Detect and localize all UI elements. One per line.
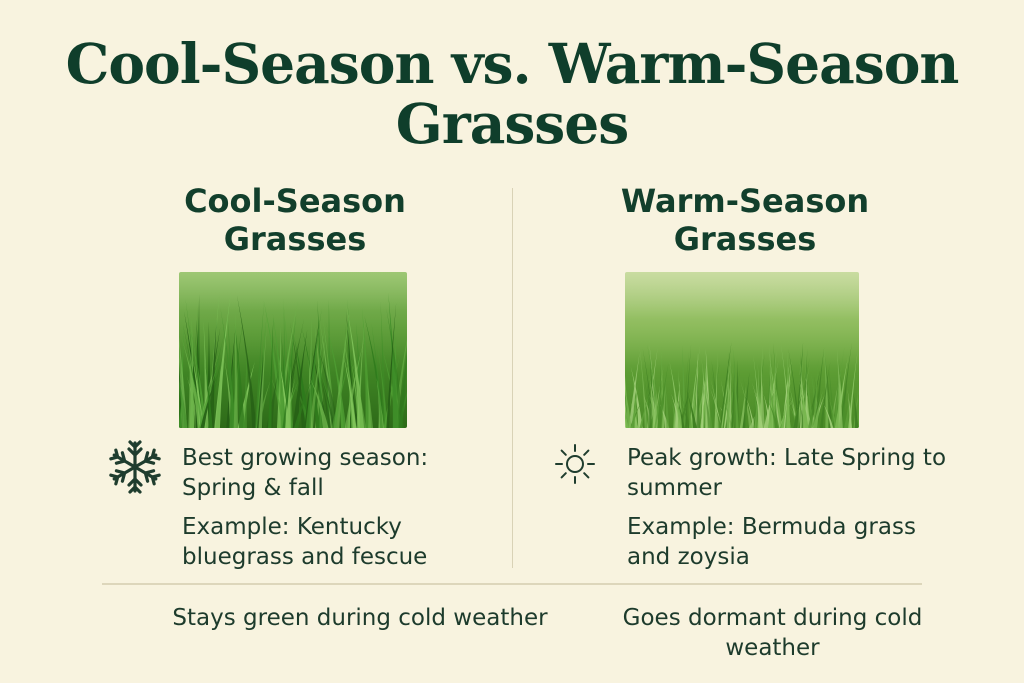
cool-season-cold-weather-text: Stays green during cold weather xyxy=(172,605,548,631)
horizontal-divider xyxy=(102,583,922,585)
snowflake-icon xyxy=(108,440,162,494)
sun-icon xyxy=(555,444,595,484)
warm-season-grass-image xyxy=(625,272,859,428)
cool-season-example-text: Example: Kentucky bluegrass and fescue xyxy=(182,514,428,570)
page-title: Cool-Season vs. Warm-Season Grasses xyxy=(65,31,960,156)
vertical-divider xyxy=(512,188,513,568)
warm-season-heading: Warm-Season Grasses xyxy=(620,182,870,258)
warm-season-cold-weather-text: Goes dormant during cold weather xyxy=(622,605,923,661)
cool-season-heading: Cool-Season Grasses xyxy=(184,182,406,258)
warm-season-example-text: Example: Bermuda grass and zoysia xyxy=(627,514,916,570)
warm-season-growing-text: Peak growth: Late Spring to summer xyxy=(627,445,947,501)
cool-season-growing-text: Best growing season: Spring & fall xyxy=(182,445,429,501)
cool-season-grass-image xyxy=(179,272,407,428)
